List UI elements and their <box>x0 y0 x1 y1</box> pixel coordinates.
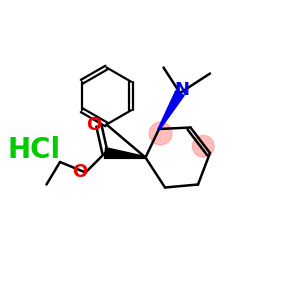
Text: HCl: HCl <box>8 136 61 164</box>
Polygon shape <box>104 148 146 158</box>
Text: N: N <box>174 81 189 99</box>
Text: O: O <box>72 163 87 181</box>
Polygon shape <box>158 91 184 130</box>
Circle shape <box>149 122 172 145</box>
Circle shape <box>193 135 214 157</box>
Text: O: O <box>86 116 101 134</box>
